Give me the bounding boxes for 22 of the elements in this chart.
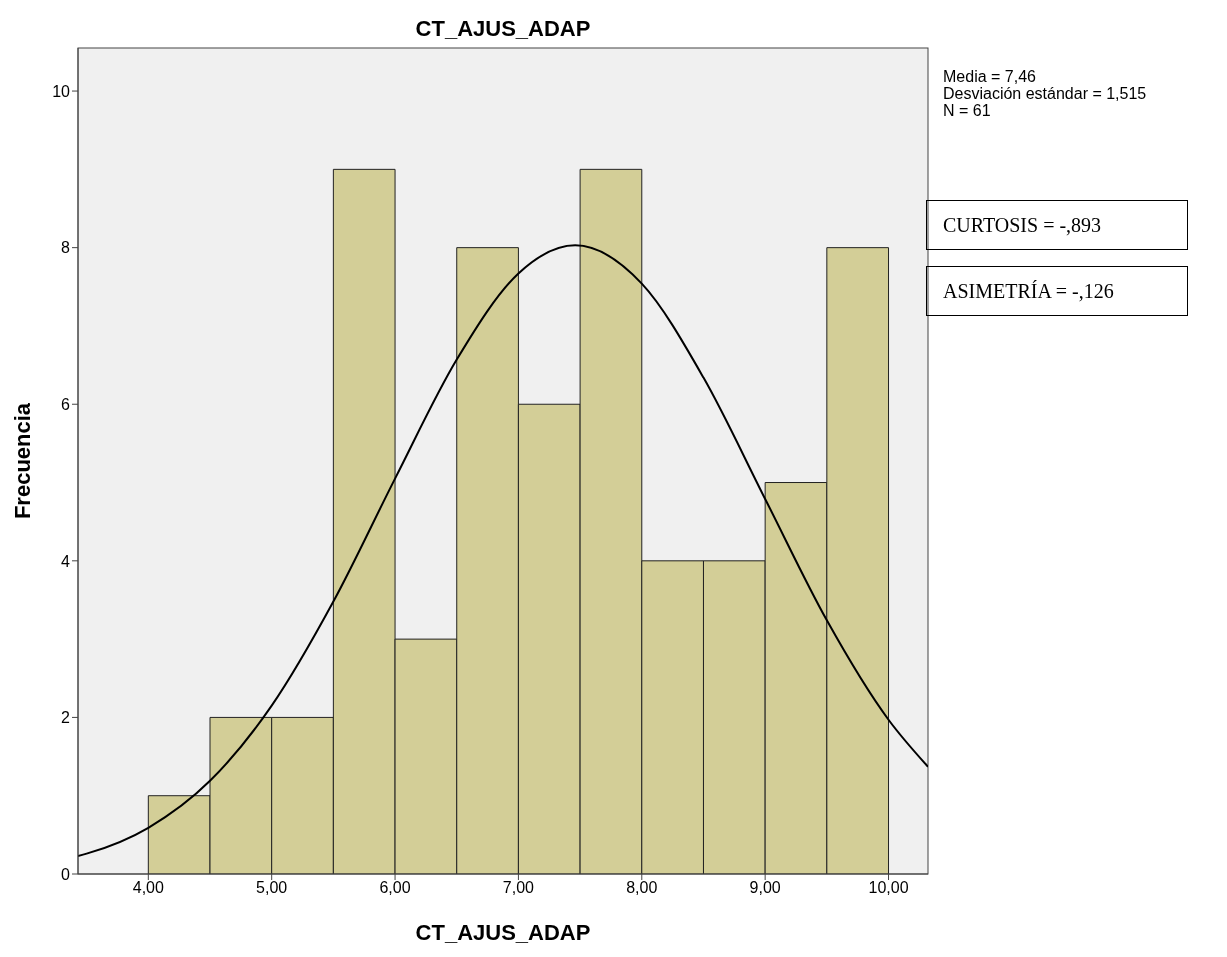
y-tick-label: 4 bbox=[61, 552, 71, 570]
x-axis-title: CT_AJUS_ADAP bbox=[415, 920, 591, 945]
x-tick-label: 9,00 bbox=[749, 879, 781, 897]
x-tick-label: 6,00 bbox=[379, 879, 411, 897]
x-tick-label: 8,00 bbox=[626, 879, 658, 897]
text: ASIMETRÍA = -,126 bbox=[926, 266, 1188, 316]
y-tick-label: 8 bbox=[61, 239, 71, 257]
x-tick-label: 5,00 bbox=[256, 879, 288, 897]
y-tick-label: 6 bbox=[61, 395, 71, 413]
line-series bbox=[78, 244, 928, 857]
y-axis-title: Frecuencia bbox=[9, 402, 35, 520]
chart-title: CT_AJUS_ADAP bbox=[414, 16, 592, 42]
x-tick-label: 7,00 bbox=[502, 879, 535, 897]
y-tick-label: 10 bbox=[52, 82, 71, 100]
text: CURTOSIS = -,893 bbox=[926, 200, 1188, 250]
y-tick-label: 2 bbox=[61, 709, 71, 727]
text: N = 61 bbox=[943, 102, 992, 119]
text: Media = 7,46 bbox=[943, 68, 1037, 85]
y-tick-label: 0 bbox=[61, 865, 71, 883]
x-tick-label: 10,00 bbox=[868, 879, 909, 897]
text: Desviación estándar = 1,515 bbox=[943, 85, 1147, 102]
x-tick-label: 4,00 bbox=[132, 879, 164, 897]
